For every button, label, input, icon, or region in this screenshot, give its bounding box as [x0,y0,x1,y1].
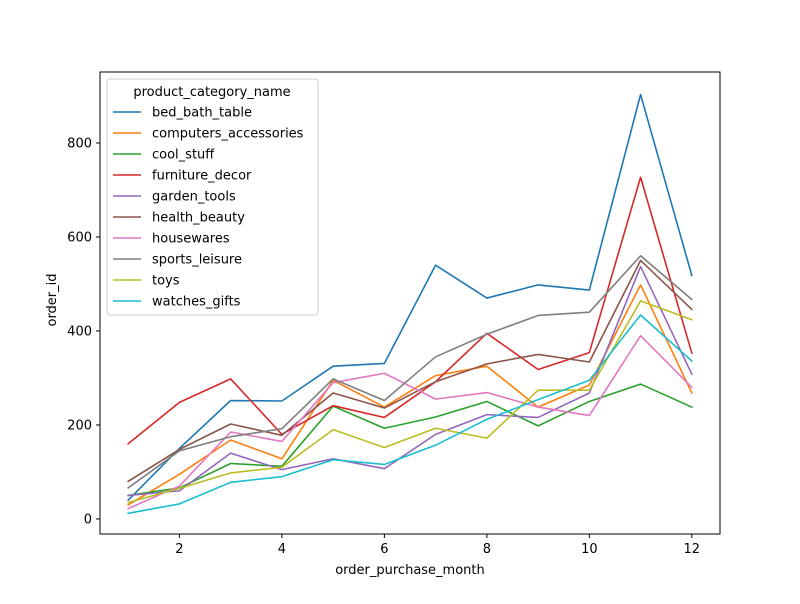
y-tick-label: 400 [67,324,92,339]
x-tick-label: 12 [684,542,701,557]
x-tick-label: 4 [278,542,286,557]
legend-entries: bed_bath_table computers_accessories cool_… [113,106,304,310]
legend-label: furniture_decor [152,169,252,184]
series-line-garden-tools [127,265,693,497]
series-line-health-beauty [127,259,693,483]
series-line-toys [127,300,693,504]
y-tick-label: 200 [67,418,92,433]
y-tick-label: 0 [84,512,92,527]
y-axis-label: order_id [45,273,60,326]
series-line-sports-leisure [127,254,693,490]
x-tick-label: 10 [581,542,598,557]
series-layer [127,93,693,515]
series-line-housewares [127,334,693,510]
y-tick-label: 800 [67,136,92,151]
series-line-watches-gifts [127,314,693,515]
legend-label: cool_stuff [152,148,215,163]
legend-label: bed_bath_table [152,106,252,121]
legend-label: toys [152,274,180,289]
axes-layer: 2 4 6 8 10 12 0 200 400 600 800 [67,136,700,557]
legend-label: computers_accessories [152,127,304,142]
x-tick-label: 2 [175,542,183,557]
series-line-furniture-decor [127,176,693,445]
legend-label: sports_leisure [152,253,242,268]
x-tick-label: 6 [380,542,388,557]
legend-label: garden_tools [152,190,236,205]
legend-box [106,78,319,316]
legend: product_category_name bed_bath_tablecomp… [106,78,319,316]
legend-label: watches_gifts [152,295,241,310]
y-tick-label: 600 [67,230,92,245]
series-line-bed-bath-table [127,93,693,502]
x-axis-label: order_purchase_month [335,563,485,578]
series-line-cool-stuff [127,383,693,497]
legend-label: health_beauty [152,211,245,226]
legend-title: product_category_name [133,85,290,100]
x-tick-label: 8 [483,542,491,557]
legend-label: housewares [152,232,230,247]
